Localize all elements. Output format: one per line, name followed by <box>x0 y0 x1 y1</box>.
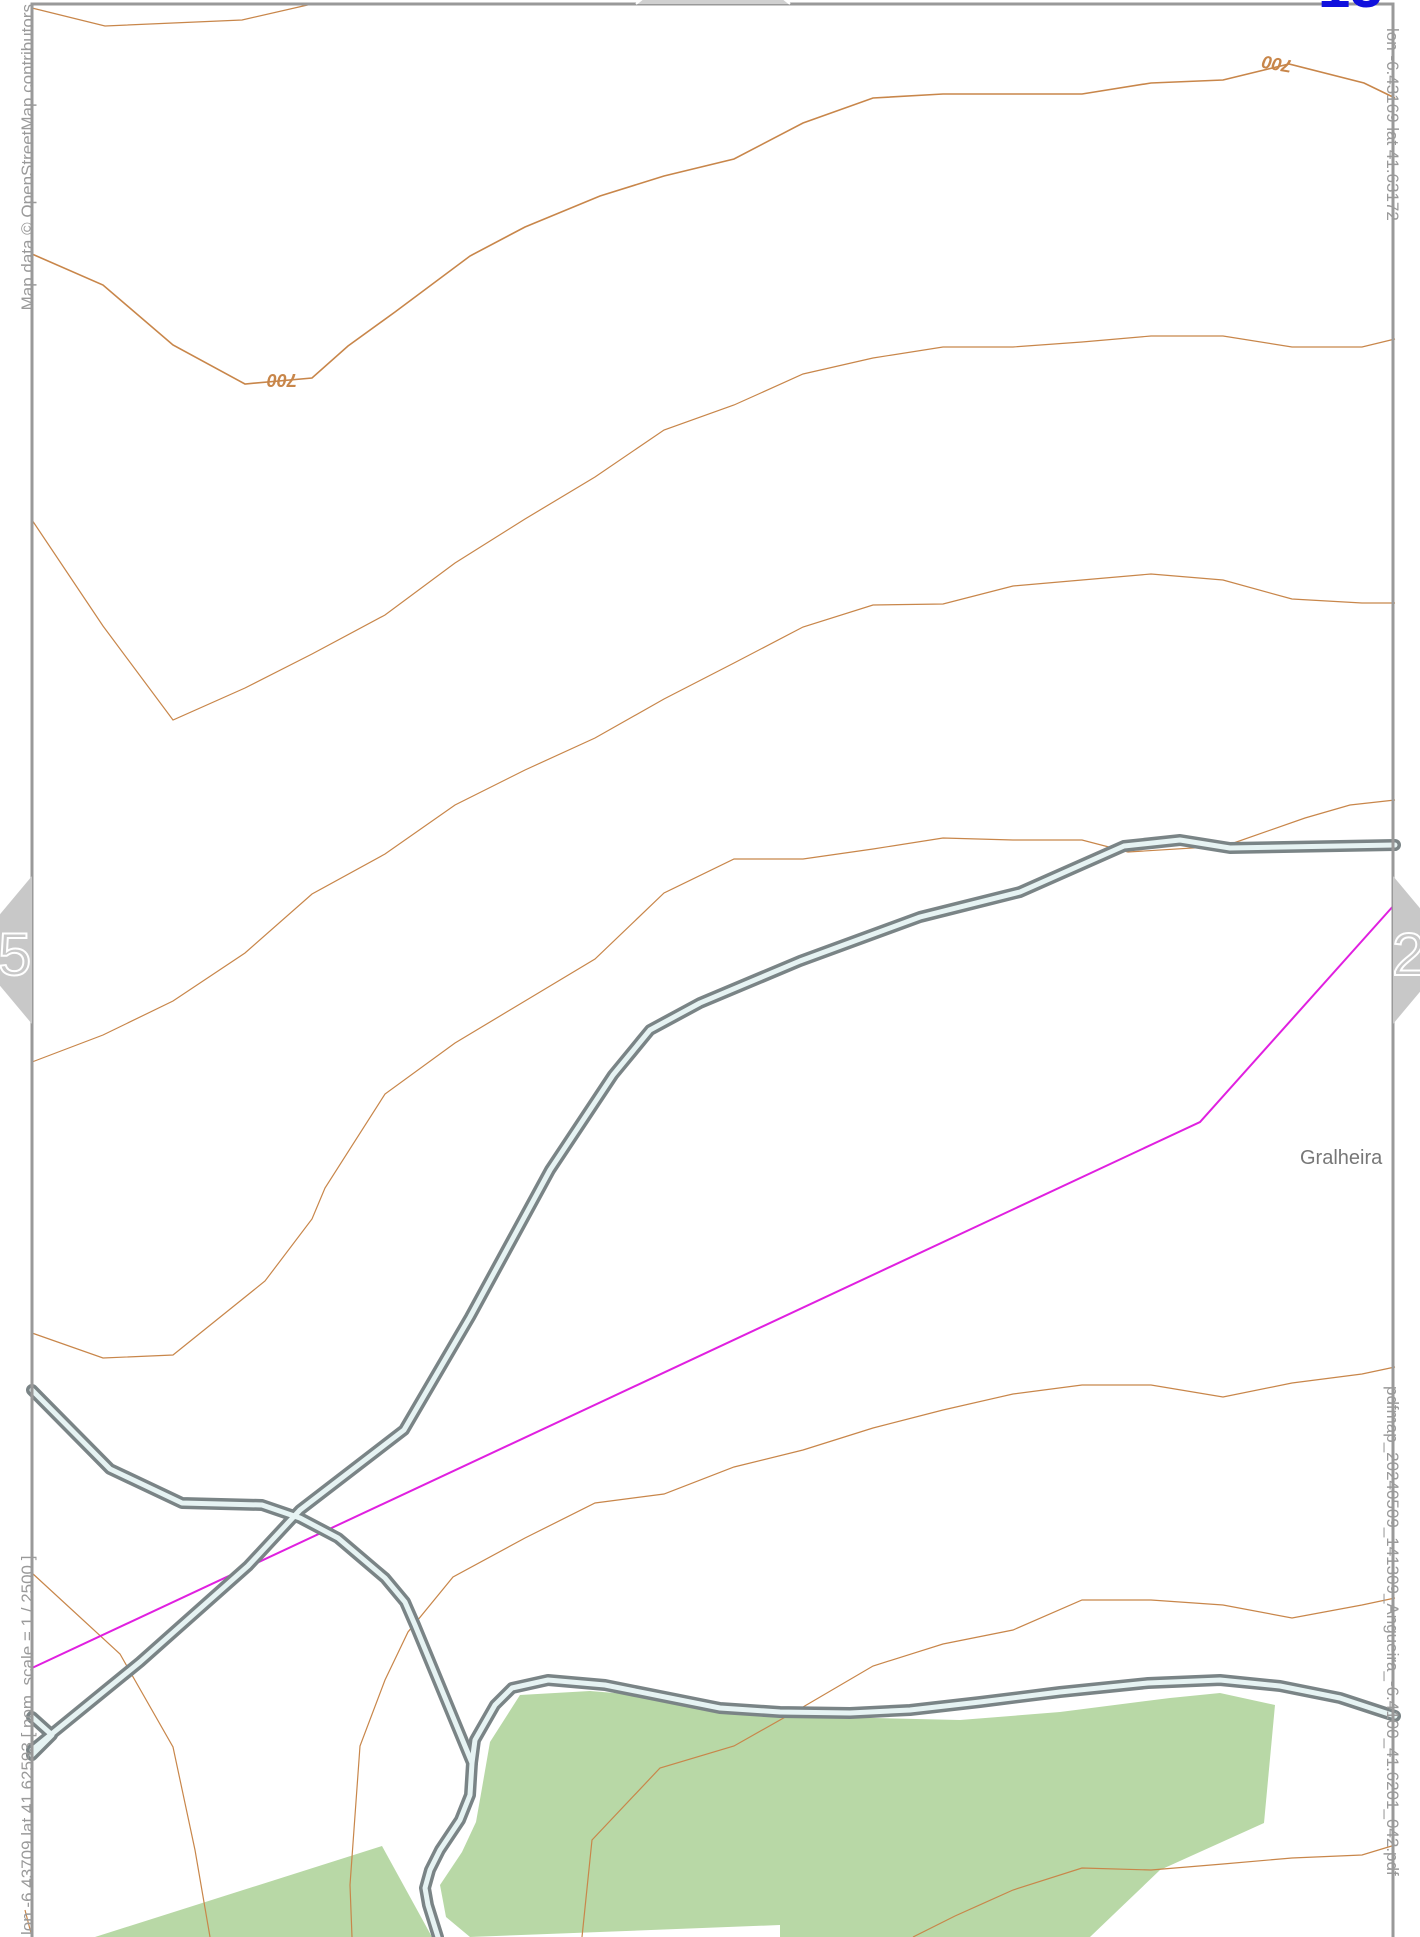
nav-right-page-number[interactable]: 2 <box>1391 920 1420 989</box>
coords-top-right: lon -6.43169 lat 41.63172 <box>1383 28 1402 221</box>
nav-left-page-number[interactable]: 5 <box>0 920 32 989</box>
attribution-text: Map data © OpenStreetMap contributors <box>18 4 37 311</box>
nav-tab-top[interactable] <box>635 0 791 5</box>
road-fill-stub <box>29 1714 55 1758</box>
nav-arrow-right[interactable] <box>1393 876 1420 1024</box>
contour-line <box>349 1366 1396 1937</box>
contour-line <box>31 3 313 27</box>
road-fill-south <box>469 1677 1398 1766</box>
road-casing-main <box>26 834 1401 1756</box>
vegetation-area-left <box>95 1846 432 1937</box>
contour-label-700: 700 <box>267 370 297 390</box>
coords-bottom-left: lon -6.43709 lat 41.62593 [ nom. scale =… <box>18 1555 37 1935</box>
contour-line-700-top <box>31 63 1396 385</box>
place-label-gralheira: Gralheira <box>1300 1147 1383 1169</box>
contour-line <box>31 1572 211 1937</box>
file-name: pdfmap_20240509_141309_Angueira_-6.4100_… <box>1383 1386 1402 1876</box>
roads <box>26 834 1401 1937</box>
contour-label-700: 700 <box>1260 51 1293 76</box>
contour-line <box>581 1597 1396 1937</box>
vegetation-areas <box>95 1691 1275 1937</box>
contour-line <box>912 1844 1396 1937</box>
road-fill-cross <box>29 1387 475 1937</box>
road-casing-cross <box>26 1384 478 1937</box>
road-fill-main <box>29 837 1398 1753</box>
contour-line <box>31 573 1395 1063</box>
map-frame <box>30 2 1395 1937</box>
contour-line <box>31 799 1396 1359</box>
boundary-line <box>31 903 1396 1669</box>
vegetation-area-right <box>440 1691 1275 1937</box>
nav-arrow-left[interactable] <box>0 876 32 1024</box>
contour-lines <box>24 3 1396 1937</box>
contour-line <box>31 335 1396 721</box>
page-number: 13 <box>1318 0 1383 21</box>
